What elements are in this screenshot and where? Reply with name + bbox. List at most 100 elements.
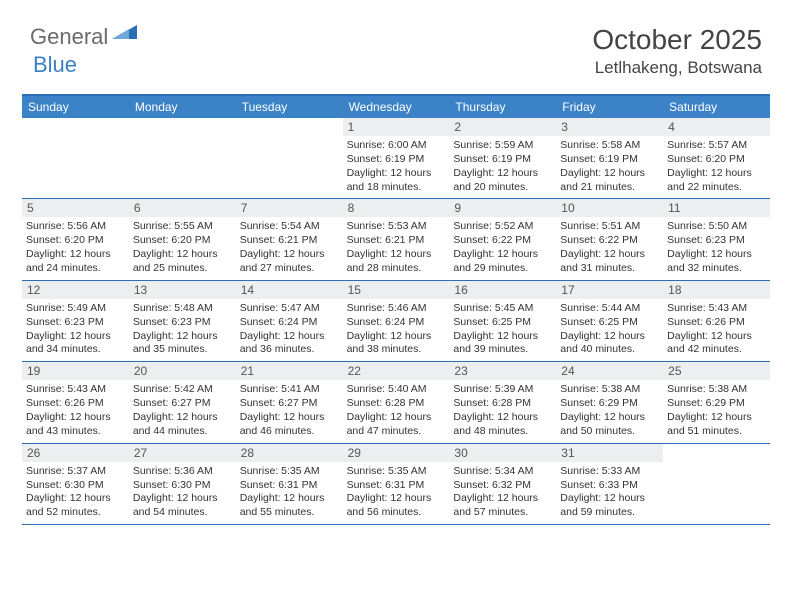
- day-number: 16: [449, 281, 556, 299]
- day-cell: 8Sunrise: 5:53 AMSunset: 6:21 PMDaylight…: [343, 199, 450, 279]
- weekday-cell: Friday: [556, 96, 663, 118]
- day-cell: 17 Sunrise: 5:44 AMSunset: 6:25 PMDayligh…: [556, 281, 663, 361]
- day-number: 9: [449, 199, 556, 217]
- day-number: 28: [236, 444, 343, 462]
- day-cell: 27 Sunrise: 5:36 AMSunset: 6:30 PMDayligh…: [129, 444, 236, 524]
- day-cell: 14 Sunrise: 5:47 AMSunset: 6:24 PMDayligh…: [236, 281, 343, 361]
- day-details: Sunrise: 5:58 AMSunset: 6:19 PMDaylight:…: [560, 139, 659, 194]
- weekday-cell: Wednesday: [343, 96, 450, 118]
- day-cell: [129, 118, 236, 198]
- day-cell: 13Sunrise: 5:48 AMSunset: 6:23 PMDayligh…: [129, 281, 236, 361]
- day-details: Sunrise: 5:43 AMSunset: 6:26 PMDaylight:…: [667, 302, 766, 357]
- location: Letlhakeng, Botswana: [592, 58, 762, 78]
- week-row: 19 Sunrise: 5:43 AMSunset: 6:26 PMDayligh…: [22, 362, 770, 443]
- day-details: Sunrise: 5:45 AMSunset: 6:25 PMDaylight:…: [453, 302, 552, 357]
- day-details: Sunrise: 5:42 AMSunset: 6:27 PMDaylight:…: [133, 383, 232, 438]
- day-details: Sunrise: 5:49 AMSunset: 6:23 PMDaylight:…: [26, 302, 125, 357]
- day-details: Sunrise: 5:55 AMSunset: 6:20 PMDaylight:…: [133, 220, 232, 275]
- day-details: Sunrise: 6:00 AMSunset: 6:19 PMDaylight:…: [347, 139, 446, 194]
- day-details: Sunrise: 5:33 AMSunset: 6:33 PMDaylight:…: [560, 465, 659, 520]
- calendar: SundayMondayTuesdayWednesdayThursdayFrid…: [22, 94, 770, 525]
- day-cell: 21 Sunrise: 5:41 AMSunset: 6:27 PMDayligh…: [236, 362, 343, 442]
- day-cell: [236, 118, 343, 198]
- day-number: 27: [129, 444, 236, 462]
- day-cell: 28 Sunrise: 5:35 AMSunset: 6:31 PMDayligh…: [236, 444, 343, 524]
- day-number: 30: [449, 444, 556, 462]
- day-cell: 6Sunrise: 5:55 AMSunset: 6:20 PMDaylight…: [129, 199, 236, 279]
- day-number: 4: [663, 118, 770, 136]
- day-details: Sunrise: 5:40 AMSunset: 6:28 PMDaylight:…: [347, 383, 446, 438]
- weekday-cell: Monday: [129, 96, 236, 118]
- day-cell: 3Sunrise: 5:58 AMSunset: 6:19 PMDaylight…: [556, 118, 663, 198]
- weekday-header-row: SundayMondayTuesdayWednesdayThursdayFrid…: [22, 96, 770, 118]
- day-number: 7: [236, 199, 343, 217]
- day-details: Sunrise: 5:43 AMSunset: 6:26 PMDaylight:…: [26, 383, 125, 438]
- day-details: Sunrise: 5:50 AMSunset: 6:23 PMDaylight:…: [667, 220, 766, 275]
- day-cell: 19 Sunrise: 5:43 AMSunset: 6:26 PMDayligh…: [22, 362, 129, 442]
- logo-blue-row: Blue: [33, 52, 77, 78]
- logo-triangle-icon: [112, 23, 138, 46]
- day-cell: 2 Sunrise: 5:59 AMSunset: 6:19 PMDaylight…: [449, 118, 556, 198]
- header: General October 2025 Letlhakeng, Botswan…: [0, 0, 792, 88]
- day-cell: 11Sunrise: 5:50 AMSunset: 6:23 PMDayligh…: [663, 199, 770, 279]
- day-number: 25: [663, 362, 770, 380]
- day-details: Sunrise: 5:35 AMSunset: 6:31 PMDaylight:…: [240, 465, 339, 520]
- day-cell: 18 Sunrise: 5:43 AMSunset: 6:26 PMDayligh…: [663, 281, 770, 361]
- day-cell: 12Sunrise: 5:49 AMSunset: 6:23 PMDayligh…: [22, 281, 129, 361]
- day-cell: 1 Sunrise: 6:00 AMSunset: 6:19 PMDaylight…: [343, 118, 450, 198]
- day-number: 5: [22, 199, 129, 217]
- day-number: [236, 118, 343, 136]
- day-details: Sunrise: 5:54 AMSunset: 6:21 PMDaylight:…: [240, 220, 339, 275]
- day-number: 17: [556, 281, 663, 299]
- day-number: 23: [449, 362, 556, 380]
- day-cell: 4 Sunrise: 5:57 AMSunset: 6:20 PMDaylight…: [663, 118, 770, 198]
- day-details: Sunrise: 5:38 AMSunset: 6:29 PMDaylight:…: [667, 383, 766, 438]
- day-number: 29: [343, 444, 450, 462]
- week-row: 1 Sunrise: 6:00 AMSunset: 6:19 PMDaylight…: [22, 118, 770, 199]
- day-details: Sunrise: 5:47 AMSunset: 6:24 PMDaylight:…: [240, 302, 339, 357]
- logo-text-blue: Blue: [33, 52, 77, 77]
- day-number: 21: [236, 362, 343, 380]
- day-cell: 10Sunrise: 5:51 AMSunset: 6:22 PMDayligh…: [556, 199, 663, 279]
- day-details: Sunrise: 5:46 AMSunset: 6:24 PMDaylight:…: [347, 302, 446, 357]
- day-number: 1: [343, 118, 450, 136]
- day-number: 19: [22, 362, 129, 380]
- day-number: [22, 118, 129, 136]
- day-number: [129, 118, 236, 136]
- day-cell: 20Sunrise: 5:42 AMSunset: 6:27 PMDayligh…: [129, 362, 236, 442]
- week-row: 5Sunrise: 5:56 AMSunset: 6:20 PMDaylight…: [22, 199, 770, 280]
- day-number: [663, 444, 770, 462]
- day-number: 31: [556, 444, 663, 462]
- day-cell: [663, 444, 770, 524]
- weekday-cell: Saturday: [663, 96, 770, 118]
- day-number: 10: [556, 199, 663, 217]
- day-cell: 31 Sunrise: 5:33 AMSunset: 6:33 PMDayligh…: [556, 444, 663, 524]
- day-details: Sunrise: 5:38 AMSunset: 6:29 PMDaylight:…: [560, 383, 659, 438]
- day-number: 26: [22, 444, 129, 462]
- day-number: 18: [663, 281, 770, 299]
- day-number: 13: [129, 281, 236, 299]
- weekday-cell: Thursday: [449, 96, 556, 118]
- day-details: Sunrise: 5:57 AMSunset: 6:20 PMDaylight:…: [667, 139, 766, 194]
- day-cell: 7 Sunrise: 5:54 AMSunset: 6:21 PMDaylight…: [236, 199, 343, 279]
- title-block: October 2025 Letlhakeng, Botswana: [592, 24, 762, 78]
- day-cell: [22, 118, 129, 198]
- week-row: 26 Sunrise: 5:37 AMSunset: 6:30 PMDayligh…: [22, 444, 770, 525]
- day-details: Sunrise: 5:59 AMSunset: 6:19 PMDaylight:…: [453, 139, 552, 194]
- day-cell: 30 Sunrise: 5:34 AMSunset: 6:32 PMDayligh…: [449, 444, 556, 524]
- day-details: Sunrise: 5:34 AMSunset: 6:32 PMDaylight:…: [453, 465, 552, 520]
- day-number: 14: [236, 281, 343, 299]
- day-details: Sunrise: 5:37 AMSunset: 6:30 PMDaylight:…: [26, 465, 125, 520]
- day-details: Sunrise: 5:44 AMSunset: 6:25 PMDaylight:…: [560, 302, 659, 357]
- day-details: Sunrise: 5:35 AMSunset: 6:31 PMDaylight:…: [347, 465, 446, 520]
- day-number: 2: [449, 118, 556, 136]
- weekday-cell: Sunday: [22, 96, 129, 118]
- day-details: Sunrise: 5:41 AMSunset: 6:27 PMDaylight:…: [240, 383, 339, 438]
- day-cell: 15 Sunrise: 5:46 AMSunset: 6:24 PMDayligh…: [343, 281, 450, 361]
- day-number: 15: [343, 281, 450, 299]
- week-row: 12Sunrise: 5:49 AMSunset: 6:23 PMDayligh…: [22, 281, 770, 362]
- weeks-container: 1 Sunrise: 6:00 AMSunset: 6:19 PMDaylight…: [22, 118, 770, 525]
- day-cell: 5Sunrise: 5:56 AMSunset: 6:20 PMDaylight…: [22, 199, 129, 279]
- day-cell: 26 Sunrise: 5:37 AMSunset: 6:30 PMDayligh…: [22, 444, 129, 524]
- day-details: Sunrise: 5:36 AMSunset: 6:30 PMDaylight:…: [133, 465, 232, 520]
